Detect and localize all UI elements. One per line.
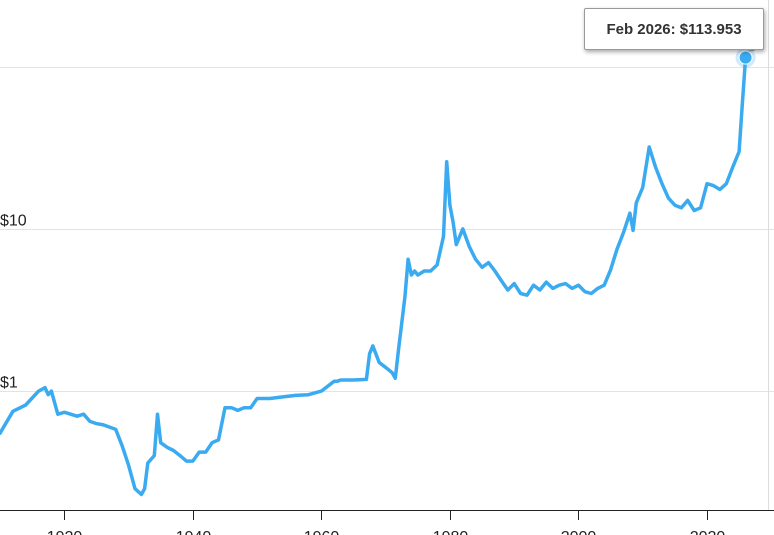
x-tick-label-5: 2020	[690, 529, 726, 535]
x-tick-label-0: 1920	[47, 529, 83, 535]
gridlines	[0, 67, 774, 392]
x-tick-label-1: 1940	[176, 529, 212, 535]
series-line-0[interactable]	[0, 55, 748, 497]
y-tick-label-1: $10	[0, 213, 27, 230]
y-tick-label-0: $1	[0, 375, 18, 392]
x-tick-label-3: 1980	[433, 529, 469, 535]
x-tick-label-2: 1960	[304, 529, 340, 535]
x-tick-label-4: 2000	[561, 529, 597, 535]
highlight-point[interactable]	[738, 50, 753, 65]
tooltip: Feb 2026: $113.953	[584, 8, 764, 50]
tick-labels: $1 $10 1920 1940 1960 1980 2000 2020	[0, 213, 725, 535]
axes	[0, 0, 774, 520]
series-layer	[0, 47, 756, 497]
